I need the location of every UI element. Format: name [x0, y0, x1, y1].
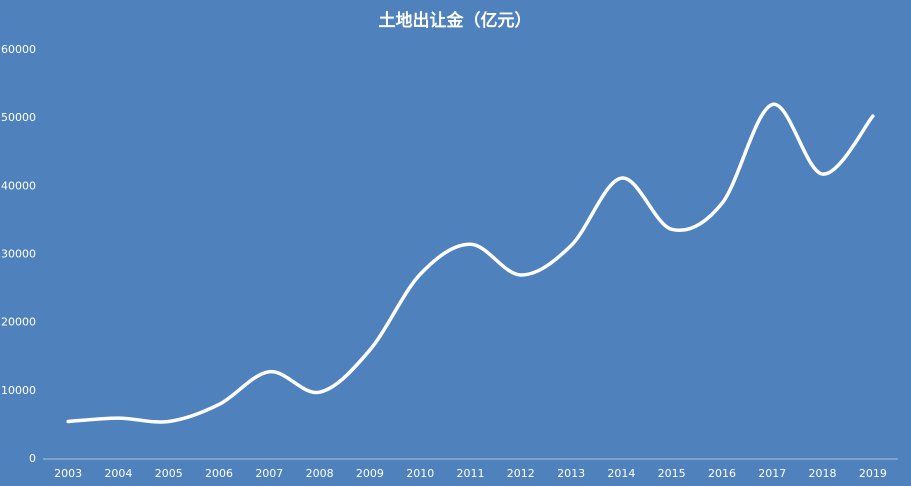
- x-tick-label: 2019: [859, 467, 887, 480]
- x-tick-label: 2014: [607, 467, 635, 480]
- x-tick-label: 2008: [306, 467, 334, 480]
- x-tick-label: 2012: [507, 467, 535, 480]
- x-tick-label: 2006: [205, 467, 233, 480]
- x-tick-label: 2003: [54, 467, 82, 480]
- chart-title: 土地出让金（亿元）: [379, 10, 532, 31]
- y-tick-label: 20000: [1, 316, 36, 329]
- x-tick-label: 2010: [406, 467, 434, 480]
- y-tick-label: 60000: [1, 43, 36, 56]
- y-tick-label: 10000: [1, 384, 36, 397]
- x-tick-label: 2005: [155, 467, 183, 480]
- x-tick-label: 2017: [758, 467, 786, 480]
- x-tick-label: 2009: [356, 467, 384, 480]
- x-tick-label: 2018: [809, 467, 837, 480]
- line: [66, 102, 875, 424]
- x-tick-label: 2004: [104, 467, 132, 480]
- y-tick-label: 50000: [1, 111, 36, 124]
- y-tick-label: 40000: [1, 179, 36, 192]
- y-tick-label: 0: [29, 452, 36, 465]
- x-tick-label: 2011: [457, 467, 485, 480]
- y-tick-label: 30000: [1, 248, 36, 261]
- x-tick-label: 2015: [658, 467, 686, 480]
- x-tick-label: 2013: [557, 467, 585, 480]
- x-tick-label: 2007: [255, 467, 283, 480]
- x-tick-label: 2016: [708, 467, 736, 480]
